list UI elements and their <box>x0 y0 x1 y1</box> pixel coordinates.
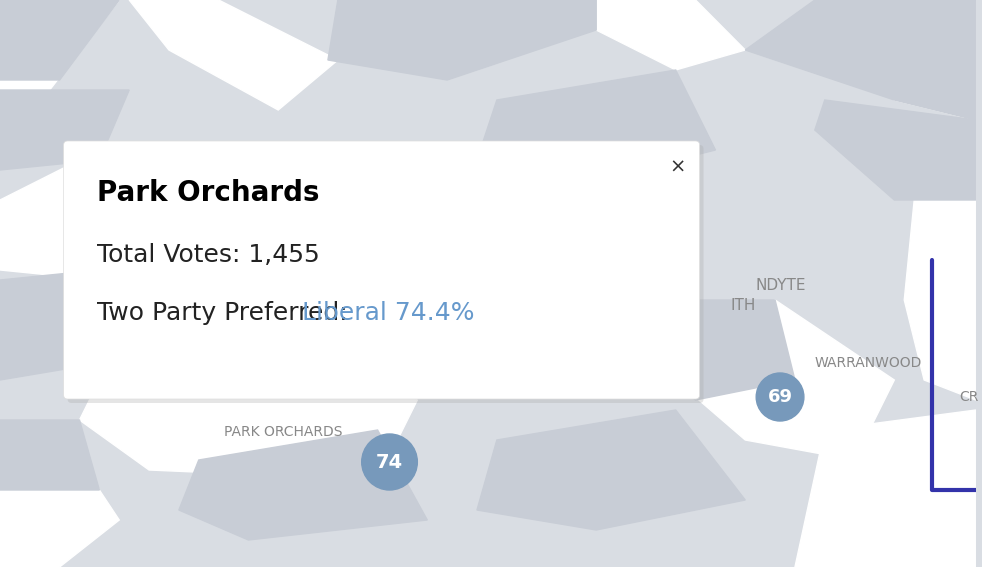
Text: Total Votes: 1,455: Total Votes: 1,455 <box>97 243 320 267</box>
Polygon shape <box>348 180 547 300</box>
Polygon shape <box>745 0 976 120</box>
Polygon shape <box>0 90 130 170</box>
Polygon shape <box>130 0 338 110</box>
Circle shape <box>756 373 804 421</box>
Polygon shape <box>80 340 417 480</box>
Polygon shape <box>477 70 716 180</box>
Polygon shape <box>795 410 976 567</box>
Polygon shape <box>437 270 616 390</box>
Polygon shape <box>0 420 99 490</box>
Polygon shape <box>0 460 119 567</box>
Text: 74: 74 <box>376 452 403 472</box>
Text: Park Orchards: Park Orchards <box>97 179 320 207</box>
Text: PARK ORCHARDS: PARK ORCHARDS <box>224 425 343 439</box>
Polygon shape <box>815 0 976 120</box>
Text: Liberal 74.4%: Liberal 74.4% <box>301 301 474 325</box>
Text: WARRANWOOD: WARRANWOOD <box>815 356 922 370</box>
Polygon shape <box>676 300 895 460</box>
Polygon shape <box>0 0 119 80</box>
Polygon shape <box>0 160 149 280</box>
Polygon shape <box>815 100 976 200</box>
Polygon shape <box>179 430 427 540</box>
Text: ITH: ITH <box>731 298 756 312</box>
Text: Two Party Preferred:: Two Party Preferred: <box>97 301 356 325</box>
Text: ×: × <box>670 158 685 176</box>
FancyBboxPatch shape <box>68 145 703 403</box>
Polygon shape <box>0 270 119 380</box>
Polygon shape <box>596 0 745 70</box>
FancyBboxPatch shape <box>64 141 699 399</box>
Polygon shape <box>904 180 976 400</box>
Polygon shape <box>0 0 119 90</box>
Polygon shape <box>477 410 745 530</box>
Polygon shape <box>636 300 795 400</box>
Text: 69: 69 <box>768 388 792 406</box>
Text: CR: CR <box>958 390 978 404</box>
Text: NDYTE: NDYTE <box>755 277 805 293</box>
Circle shape <box>361 434 417 490</box>
Polygon shape <box>328 0 596 80</box>
